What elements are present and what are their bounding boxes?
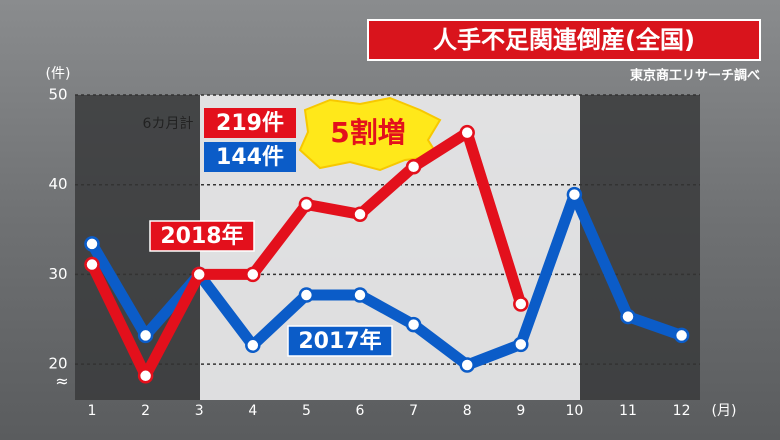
data-point <box>298 196 315 213</box>
data-point <box>513 336 529 353</box>
data-point <box>245 266 261 283</box>
data-point <box>298 287 315 303</box>
x-tick-label: 8 <box>463 403 472 419</box>
total-2017: 144件 <box>216 145 284 170</box>
x-tick-label: 7 <box>409 403 418 419</box>
y-tick-label: 50 <box>48 86 67 104</box>
x-tick-label: 9 <box>516 403 525 419</box>
total-2018: 219件 <box>216 111 284 136</box>
total-box <box>204 108 296 138</box>
x-tick-label: 1 <box>88 403 97 419</box>
data-point <box>405 316 422 333</box>
legend-label: 2017年 <box>298 328 381 354</box>
axis-break: ≈ <box>55 372 68 391</box>
increase-label: 5割増 <box>330 116 405 149</box>
y-tick-label: 30 <box>48 265 67 283</box>
data-point <box>137 368 154 384</box>
x-tick-label: 11 <box>619 403 637 419</box>
x-tick-label: 2 <box>141 403 150 419</box>
title-box <box>367 19 761 61</box>
data-point <box>352 287 368 303</box>
data-point <box>673 327 690 344</box>
total-box <box>204 142 296 172</box>
x-tick-label: 10 <box>565 403 583 419</box>
x-tick-label: 6 <box>356 403 365 419</box>
data-point <box>566 186 583 203</box>
x-tick-label: 5 <box>302 403 311 419</box>
y-tick-label: 20 <box>48 355 67 373</box>
data-point <box>620 308 636 325</box>
y-tick-label: 40 <box>48 175 67 193</box>
legend-box <box>287 325 393 357</box>
data-point <box>405 159 422 175</box>
source: 東京商工リサーチ調べ <box>630 68 760 84</box>
chart-title: 人手不足関連倒産(全国) <box>433 26 695 54</box>
legend-label: 2018年 <box>160 223 243 249</box>
data-point <box>352 206 368 223</box>
x-tick-label: 12 <box>673 403 691 419</box>
x-tick-label: 4 <box>248 403 257 419</box>
data-point <box>245 337 261 354</box>
data-point <box>459 357 475 373</box>
legend-box <box>149 220 255 252</box>
data-point <box>459 124 475 141</box>
data-point <box>191 266 207 283</box>
x-tick-label: 3 <box>195 403 204 419</box>
data-point <box>137 327 154 344</box>
data-point <box>84 236 100 252</box>
data-point <box>84 256 100 273</box>
y-unit: (件) <box>46 66 71 82</box>
data-point <box>513 296 529 312</box>
total-label: 6カ月計 <box>143 116 194 132</box>
x-unit: (月) <box>712 403 737 419</box>
